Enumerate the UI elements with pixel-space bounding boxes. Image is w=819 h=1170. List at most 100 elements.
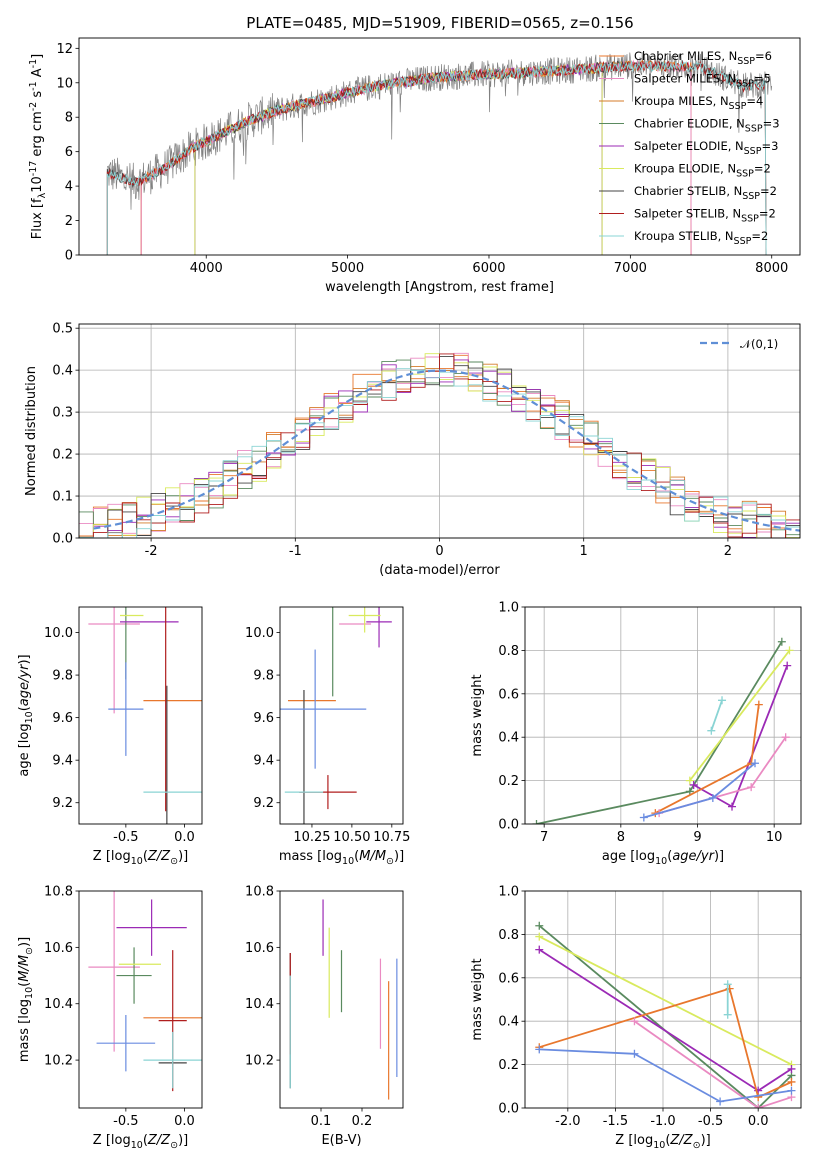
tick-label-x: 8000 (755, 261, 788, 276)
legend-label: Chabrier MILES, NSSP​=6 (634, 49, 772, 67)
tick-label-y: 10.4 (44, 997, 73, 1012)
tick-label-y: 9.8 (253, 669, 274, 684)
weight-marker (723, 980, 732, 989)
x-axis-label: age [log10​(age/yr)] (602, 849, 724, 867)
tick-label-x: 0.0 (748, 1114, 769, 1129)
weight-marker (707, 726, 716, 735)
x-axis-label: Z [log10​(Z/Z⊙​)] (93, 1133, 188, 1151)
x-axis-label: wavelength [Angstrom, rest frame] (325, 280, 554, 295)
weight-marker (535, 945, 544, 954)
plot-area (79, 352, 800, 538)
axes-frame (78, 890, 203, 1109)
tick-label-y: 2 (65, 214, 73, 229)
legend-label: Salpeter ELODIE, NSSP​=3 (634, 139, 778, 157)
x-axis-label: E(B-V) (321, 1133, 361, 1148)
model-2 (140, 59, 692, 255)
axes-spectrum: 4000 5000 6000 7000 8000 0 2 4 6 8 10 12 wavelength … (28, 37, 801, 295)
tick-label-y: 0.0 (498, 818, 519, 833)
axes-weight_age: 7 8 9 10 0.0 0.2 0.4 0.6 0.8 1.0 age [log10​(age/y… (470, 601, 802, 867)
axes-frame (78, 323, 801, 539)
tick-label-y: 10.6 (245, 941, 274, 956)
weight-marker (781, 733, 790, 742)
tick-label-y: 0.1 (52, 490, 73, 505)
tick-label-x: 5000 (331, 261, 364, 276)
y-axis-label: mass weight (470, 674, 485, 756)
weight-marker (754, 1093, 763, 1102)
plot-area (88, 607, 202, 824)
axes-frame (524, 606, 802, 825)
tick-label-x: 7 (540, 830, 548, 845)
tick-label-y: 0.4 (52, 364, 73, 379)
axes-frame (279, 890, 404, 1109)
tick-label-y: 9.4 (52, 754, 73, 769)
tick-label-x: 0.0 (174, 830, 195, 845)
model-5 (194, 63, 603, 255)
x-axis-label: (data-model)/error (379, 563, 500, 578)
model-8 (106, 60, 767, 255)
weight-marker (685, 787, 694, 796)
tick-label-x: -1.5 (603, 1114, 628, 1129)
tick-label-y: 0.4 (498, 1015, 519, 1030)
tick-label-y: 0.5 (52, 322, 73, 337)
weight-marker (689, 780, 698, 789)
weight-marker (718, 696, 727, 705)
y-axis-label: age [log10​(age/yr)] (17, 654, 35, 776)
axes-frame (524, 890, 802, 1109)
weight-marker (751, 759, 759, 768)
legend-spectrum: Chabrier MILES, NSSP​=6 Salpeter MILES, N… (599, 49, 780, 247)
tick-label-y: 0 (65, 249, 73, 264)
tick-label-y: 9.2 (52, 796, 73, 811)
tick-label-y: 9.4 (253, 754, 274, 769)
legend-label: Salpeter STELIB, NSSP​=2 (634, 207, 776, 225)
tick-label-y: 9.6 (253, 711, 274, 726)
tick-label-x: 8 (617, 830, 625, 845)
weight-marker (783, 661, 792, 670)
tick-label-x: -0.5 (698, 1114, 723, 1129)
observed-spectrum (106, 52, 773, 210)
weight-marker (639, 813, 648, 822)
model-6 (106, 60, 767, 255)
axes-weight_Z: -2.0 -1.5 -1.0 -0.5 0.0 0.0 0.2 0.4 0.6 0.8 1.0 Z [… (470, 885, 802, 1151)
y-axis-label: Normed distribution (24, 366, 39, 496)
tick-label-y: 10.8 (44, 885, 73, 900)
tick-label-y: 10 (56, 76, 73, 91)
axes-frame (78, 37, 801, 256)
tick-label-x: 2 (724, 544, 732, 559)
tick-label-y: 10.0 (245, 626, 274, 641)
weight-line (710, 700, 723, 731)
weight-marker (754, 700, 763, 709)
tick-label-y: 10.6 (44, 941, 73, 956)
tick-label-x: 10.75 (373, 830, 410, 845)
tick-label-x: 4000 (190, 261, 223, 276)
tick-label-x: 1 (580, 544, 588, 559)
weight-marker (747, 783, 756, 792)
tick-label-y: 10.2 (44, 1054, 73, 1069)
weight-line (633, 1020, 792, 1108)
weight-marker (787, 1086, 796, 1095)
tick-label-y: 0.0 (52, 532, 73, 547)
tick-label-y: 10.4 (245, 997, 274, 1012)
tick-label-x: 10 (766, 830, 783, 845)
tick-label-y: 0.4 (498, 731, 519, 746)
model-0 (140, 60, 692, 255)
tick-label-x: 9 (693, 830, 701, 845)
y-axis-label: mass [log10​(M/M⊙​)] (17, 937, 35, 1062)
legend-label: Chabrier STELIB, NSSP​=2 (634, 184, 777, 202)
plot-area (88, 891, 202, 1092)
weight-line (539, 1048, 792, 1103)
weight-marker (716, 1097, 725, 1106)
tick-label-y: 4 (65, 180, 73, 195)
weight-marker (708, 793, 717, 802)
tick-label-x: 0.1 (311, 1114, 332, 1129)
tick-label-y: 9.6 (52, 711, 73, 726)
tick-label-y: 6 (65, 145, 73, 160)
tick-label-x: -1.0 (650, 1114, 675, 1129)
weight-line (689, 649, 791, 782)
axes-age_Z: -0.5 0.0 9.2 9.4 9.6 9.8 10.0 Z [log10​(Z/Z⊙​)]… (17, 606, 203, 867)
plot-area (532, 637, 794, 824)
tick-label-x: 0.0 (174, 1114, 195, 1129)
tick-label-y: 10.2 (245, 1054, 274, 1069)
weight-marker (630, 1017, 639, 1026)
model-4 (194, 62, 603, 255)
weight-marker (785, 646, 794, 655)
